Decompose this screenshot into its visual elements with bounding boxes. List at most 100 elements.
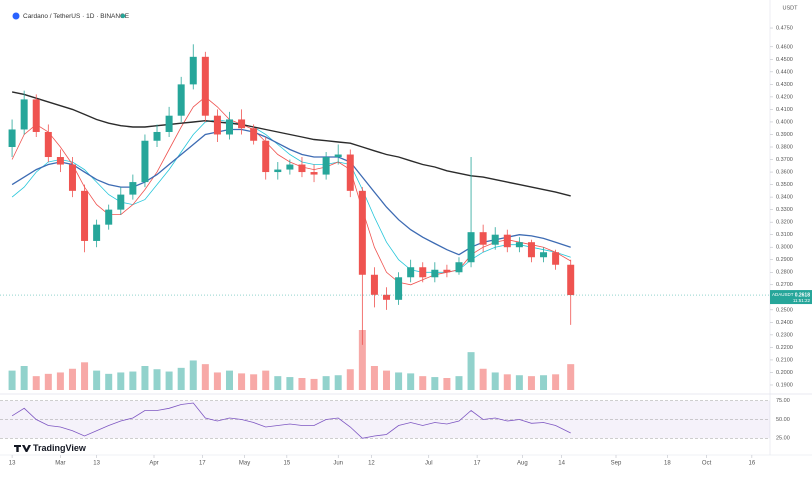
candle-body: [250, 128, 258, 141]
y-tick-label: 0.3100: [776, 232, 793, 238]
moving-average: [11, 119, 571, 273]
volume-bar: [431, 377, 439, 390]
volume-bar: [8, 370, 16, 390]
candle-body: [407, 267, 415, 278]
x-tick-label: Mar: [55, 461, 65, 467]
volume-bar: [370, 366, 378, 390]
candle-body: [225, 119, 233, 135]
y-tick-label: 0.3000: [776, 245, 793, 251]
y-tick-label: 0.2800: [776, 270, 793, 276]
candle-body: [274, 169, 282, 173]
volume-bar: [201, 364, 209, 390]
volume-bar: [68, 368, 76, 390]
x-tick-label: 17: [199, 461, 206, 467]
y-tick-label: 0.4600: [776, 44, 793, 50]
y-tick-label: 0.3200: [776, 220, 793, 226]
volume-bar: [467, 352, 475, 390]
candle-body: [322, 157, 330, 175]
candle-body: [68, 164, 76, 191]
candle-body: [419, 267, 427, 278]
candle-body: [395, 277, 403, 300]
candle-body: [479, 232, 487, 245]
candle-body: [213, 115, 221, 135]
x-tick-label: 14: [558, 461, 565, 467]
y-tick-label: 0.2000: [776, 370, 793, 376]
brand-name: TradingView: [33, 443, 87, 453]
brand-icon: [14, 445, 31, 452]
volume-bar: [443, 378, 451, 390]
candle-body: [262, 140, 270, 173]
volume-bar: [407, 373, 415, 390]
candle-body: [358, 190, 366, 275]
y-tick-label: 0.3600: [776, 170, 793, 176]
y-tick-label: 0.2900: [776, 257, 793, 263]
candle-body: [165, 115, 173, 132]
volume-bar: [189, 360, 197, 390]
y-tick-label: 0.4500: [776, 57, 793, 63]
volume-bar: [274, 376, 282, 390]
last-price-value: 0.2618: [795, 292, 811, 298]
volume-bar: [213, 372, 221, 390]
volume-bar: [20, 366, 28, 390]
x-tick-label: 12: [368, 461, 375, 467]
candle-body: [117, 194, 125, 210]
y-tick-label: 0.2400: [776, 320, 793, 326]
candle-body: [8, 129, 16, 148]
y-tick-label: 0.4100: [776, 107, 793, 113]
candle-body: [503, 234, 511, 248]
candle-body: [20, 99, 28, 130]
volume-bar: [419, 376, 427, 390]
y-tick-label: 0.2300: [776, 332, 793, 338]
volume-bar: [552, 374, 560, 390]
candle-body: [286, 164, 294, 170]
candle-body: [153, 131, 161, 141]
candle-body: [540, 252, 548, 258]
candle-body: [298, 164, 306, 173]
candle-body: [238, 119, 246, 129]
volume-bar: [455, 376, 463, 390]
candle-body: [527, 242, 535, 258]
volume-bar: [81, 362, 89, 390]
candle-body: [177, 84, 185, 116]
y-tick-label: 0.2100: [776, 357, 793, 363]
volume-bar: [105, 373, 113, 390]
candle-body: [201, 56, 209, 116]
last-price-symbol: ADAUSDT: [772, 292, 794, 297]
x-tick-label: May: [239, 461, 250, 467]
x-tick-label: 17: [474, 461, 481, 467]
volume-bar: [225, 370, 233, 390]
volume-bar: [503, 374, 511, 390]
price-unit: USDT: [783, 5, 799, 11]
candle-body: [189, 56, 197, 85]
rsi-line: [11, 402, 571, 439]
volume-bar: [238, 373, 246, 390]
volume-bar: [322, 376, 330, 390]
rsi-tick-label: 50.00: [776, 417, 790, 423]
x-tick-label: 16: [749, 461, 756, 467]
x-tick-label: 13: [93, 461, 100, 467]
y-tick-label: 0.3700: [776, 157, 793, 163]
x-tick-label: Aug: [517, 461, 528, 467]
candle-body: [44, 131, 52, 158]
symbol-logo: [12, 12, 20, 20]
volume-bar: [491, 372, 499, 390]
candle-body: [334, 154, 342, 158]
volume-bar: [32, 376, 40, 390]
volume-bar: [567, 364, 575, 390]
candle-body: [515, 242, 523, 248]
candle-body: [431, 269, 439, 278]
volume-bar: [129, 371, 137, 390]
x-tick-label: Sep: [611, 461, 622, 467]
y-tick-label: 0.3900: [776, 132, 793, 138]
volume-bar: [395, 372, 403, 390]
market-status: [120, 13, 126, 19]
candle-body: [141, 140, 149, 183]
x-tick-label: 15: [284, 461, 291, 467]
y-tick-label: 0.3800: [776, 144, 793, 150]
y-tick-label: 0.3400: [776, 195, 793, 201]
volume-bar: [165, 371, 173, 390]
rsi-tick-label: 75.00: [776, 398, 790, 404]
candle-body: [93, 224, 101, 241]
